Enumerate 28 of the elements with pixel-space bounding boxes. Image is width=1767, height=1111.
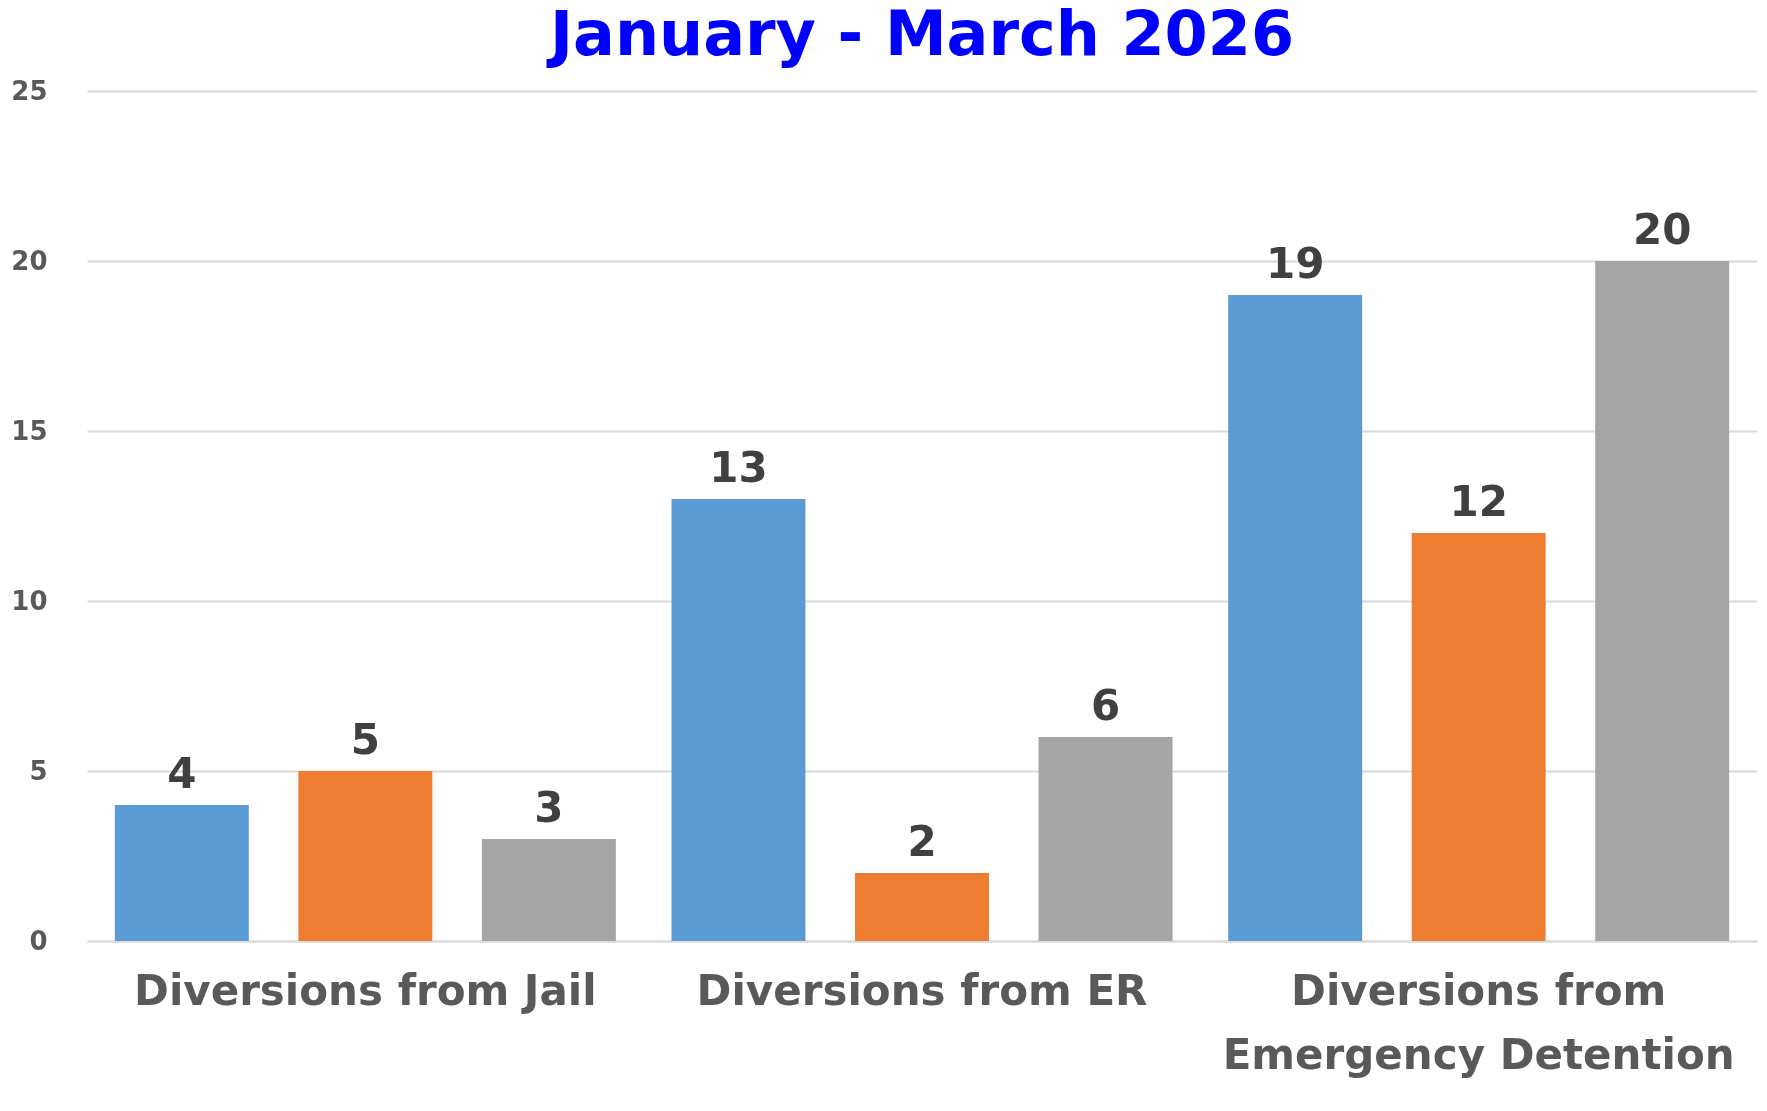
data-label: 2 — [907, 817, 937, 866]
bar — [1038, 737, 1173, 941]
x-tick-label: Diversions from Emergency Detention — [1222, 965, 1735, 1079]
y-tick-label: 10 — [11, 585, 48, 616]
x-tick-label: Diversions from ER — [696, 965, 1148, 1015]
y-tick-label: 5 — [29, 755, 48, 786]
y-tick-label: 20 — [11, 245, 48, 276]
data-label: 19 — [1265, 239, 1325, 288]
bar — [1595, 261, 1730, 941]
x-tick-label: Diversions from Jail — [134, 965, 597, 1015]
bar — [671, 499, 806, 941]
data-label: 6 — [1090, 681, 1121, 730]
data-label: 13 — [709, 443, 768, 492]
bar — [1228, 295, 1363, 941]
y-tick-label: 25 — [11, 75, 48, 106]
bar — [114, 805, 249, 941]
data-label: 12 — [1449, 477, 1508, 526]
bar — [481, 839, 616, 941]
bar — [855, 873, 989, 941]
chart-title: January - March 2026 — [545, 0, 1295, 70]
data-label: 4 — [167, 749, 197, 798]
y-tick-label: 15 — [11, 415, 48, 446]
data-label: 20 — [1632, 205, 1692, 254]
bar — [298, 771, 433, 941]
bar — [1411, 533, 1546, 941]
data-label: 5 — [350, 715, 380, 764]
data-label: 3 — [534, 783, 564, 832]
y-tick-label: 0 — [29, 925, 48, 956]
